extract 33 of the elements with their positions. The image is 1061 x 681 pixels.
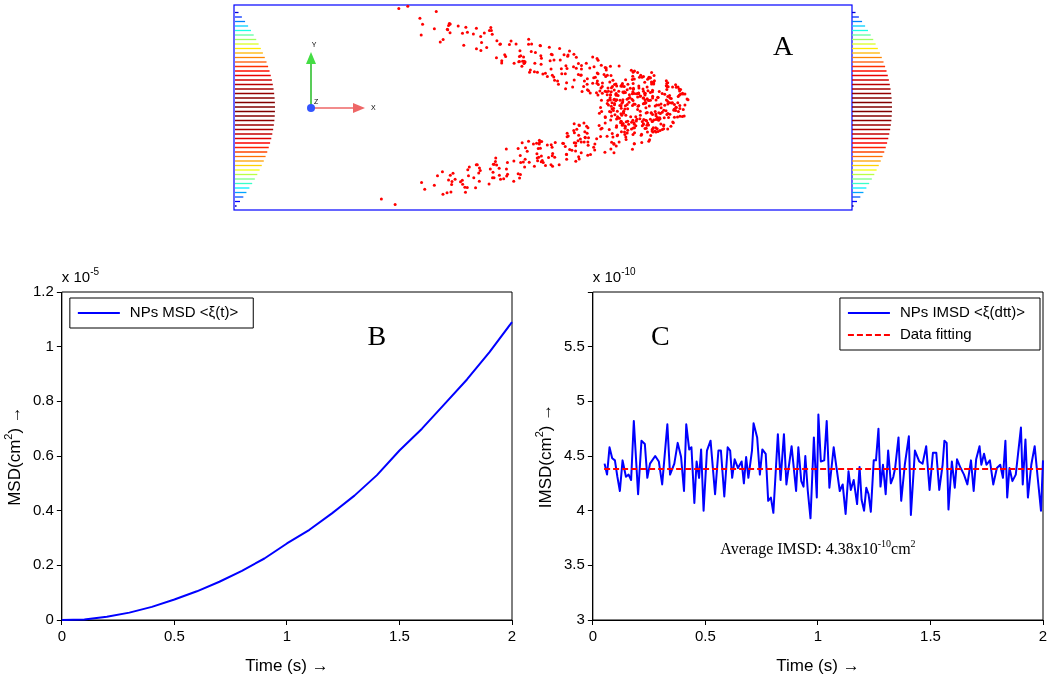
y-tick-label: 0.6 xyxy=(32,446,54,464)
y-tick-label: 1.2 xyxy=(32,282,54,300)
y-axis-title: IMSD(cm2) → xyxy=(533,403,555,509)
x-tick-label: 0.5 xyxy=(694,627,716,645)
x-tick-label: 0.5 xyxy=(163,627,185,645)
annotation: C xyxy=(651,320,670,352)
x-tick-label: 2 xyxy=(507,627,517,645)
x-tick-label: 1 xyxy=(813,627,823,645)
legend-label: Data fitting xyxy=(899,325,972,343)
x-tick-label: 2 xyxy=(1038,627,1048,645)
x-axis-title: Time (s) → xyxy=(776,656,860,675)
y-tick-label: 3.5 xyxy=(563,555,585,573)
y-tick-label: 5 xyxy=(576,391,585,409)
y-tick-label: 4.5 xyxy=(563,446,585,464)
text: A xyxy=(772,30,794,61)
y-tick-label: 0 xyxy=(45,610,54,628)
y-tick-label: 0.2 xyxy=(32,555,54,573)
x-tick-label: 0 xyxy=(588,627,598,645)
y-tick-label: 5.5 xyxy=(563,336,585,354)
x-tick-label: 0 xyxy=(57,627,67,645)
x-tick-label: 1.5 xyxy=(389,627,410,645)
legend-label: NPs MSD <ξ(t)> xyxy=(129,303,239,321)
y-tick-label: 1 xyxy=(45,336,54,354)
x-tick-label: 1 xyxy=(282,627,292,645)
y-tick-label: 0.8 xyxy=(32,391,54,409)
y-tick-label: 3 xyxy=(576,610,585,628)
legend-label: NPs IMSD <ξ(dtt)> xyxy=(899,303,1026,321)
annotation: B xyxy=(367,320,387,352)
x-tick-label: 1.5 xyxy=(920,627,941,645)
y-tick-label: 0.4 xyxy=(32,500,54,518)
y-axis-title: MSD(cm2) → xyxy=(2,406,24,506)
x-axis-title: Time (s) → xyxy=(245,656,329,675)
y-tick-label: 4 xyxy=(576,500,585,518)
